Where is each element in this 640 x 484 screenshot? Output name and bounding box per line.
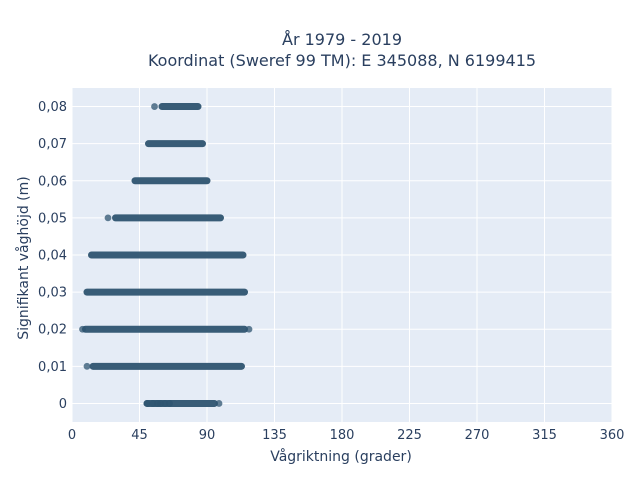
x-tick-label: 0 — [68, 428, 76, 443]
x-axis-label: Vågriktning (grader) — [270, 448, 412, 465]
chart-title-line1: År 1979 - 2019 — [282, 30, 402, 49]
grid-lines — [71, 88, 613, 422]
data-point — [104, 214, 112, 222]
y-tick-label: 0,07 — [38, 137, 67, 152]
y-tick-label: 0,03 — [38, 286, 67, 301]
data-point — [215, 400, 223, 407]
y-tick-labels: 0 0,01 0,02 0,03 0,04 0,05 0,06 0,07 0,08 — [38, 100, 67, 412]
x-tick-label: 225 — [397, 428, 422, 443]
y-tick-label: 0,02 — [38, 323, 67, 338]
x-tick-label: 180 — [330, 428, 355, 443]
x-tick-label: 90 — [199, 428, 216, 443]
data-point — [151, 103, 158, 110]
x-tick-labels: 0 45 90 135 180 225 270 315 360 — [68, 428, 625, 443]
data-point — [143, 400, 151, 407]
y-axis-label: Signifikant våghöjd (m) — [15, 176, 32, 339]
x-tick-label: 45 — [131, 428, 148, 443]
chart-title-line2: Koordinat (Sweref 99 TM): E 345088, N 61… — [148, 51, 536, 70]
x-tick-label: 315 — [532, 428, 557, 443]
y-tick-label: 0,08 — [38, 100, 67, 115]
data-point — [166, 400, 173, 407]
y-tick-label: 0 — [59, 397, 67, 412]
x-tick-label: 360 — [600, 428, 625, 443]
y-tick-label: 0,05 — [38, 211, 67, 226]
x-tick-label: 135 — [262, 428, 287, 443]
y-tick-label: 0,01 — [38, 360, 67, 375]
y-tick-label: 0,06 — [38, 174, 67, 189]
data-point — [79, 325, 86, 333]
data-points — [79, 103, 253, 407]
data-point — [245, 325, 253, 333]
x-tick-label: 270 — [465, 428, 490, 443]
y-tick-label: 0,04 — [38, 249, 67, 264]
data-point — [83, 362, 91, 370]
